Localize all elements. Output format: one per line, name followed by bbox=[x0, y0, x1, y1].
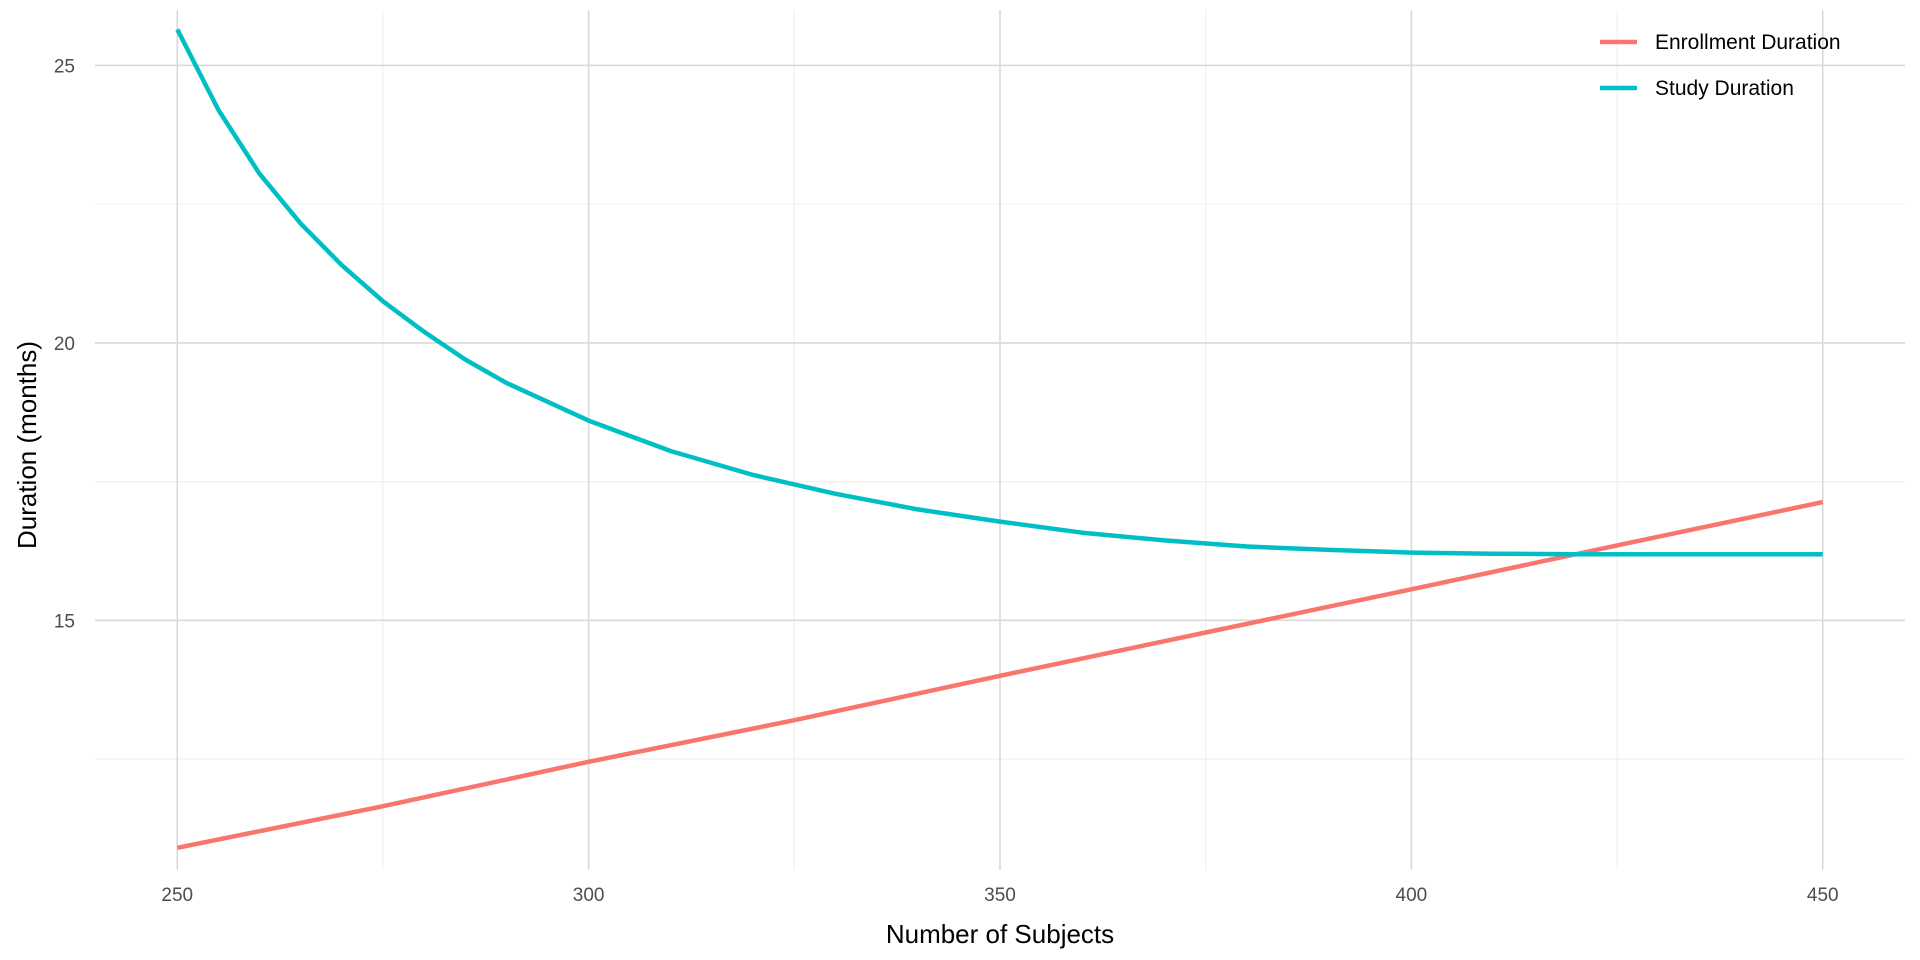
legend: Enrollment Duration Study Duration bbox=[1600, 31, 1841, 100]
x-axis-ticks: 250 300 350 400 450 bbox=[161, 885, 1838, 906]
y-tick-label: 25 bbox=[54, 56, 75, 77]
series-line-study-duration bbox=[175, 28, 1823, 557]
y-axis-ticks: 15 20 25 bbox=[54, 56, 75, 632]
y-tick-label: 20 bbox=[54, 334, 75, 355]
x-tick-label: 450 bbox=[1807, 885, 1839, 906]
x-tick-label: 300 bbox=[573, 885, 605, 906]
x-axis-title: Number of Subjects bbox=[886, 919, 1114, 949]
y-axis-title: Duration (months) bbox=[12, 341, 42, 549]
x-tick-label: 400 bbox=[1396, 885, 1428, 906]
legend-label: Study Duration bbox=[1655, 77, 1794, 100]
major-grid bbox=[95, 10, 1905, 870]
legend-label: Enrollment Duration bbox=[1655, 31, 1841, 54]
x-tick-label: 350 bbox=[984, 885, 1016, 906]
x-tick-label: 250 bbox=[161, 885, 193, 906]
y-tick-label: 15 bbox=[54, 611, 75, 632]
series-line-enrollment-duration bbox=[176, 499, 1824, 851]
series-layer bbox=[175, 28, 1824, 851]
